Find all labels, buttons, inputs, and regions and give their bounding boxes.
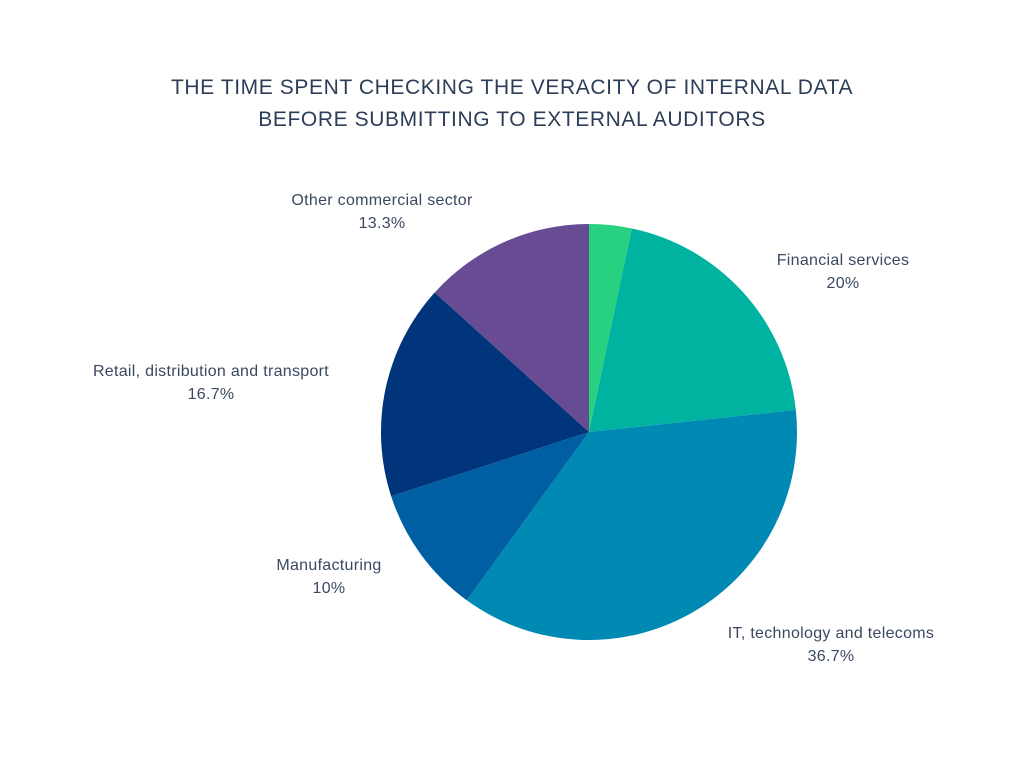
slice-label: IT, technology and telecoms bbox=[728, 625, 934, 642]
slice-value-label: 36.7% bbox=[808, 648, 855, 665]
chart-title-line-1: THE TIME SPENT CHECKING THE VERACITY OF … bbox=[170, 76, 854, 99]
pie-slice-financial-services bbox=[589, 228, 796, 432]
pie-slice-retail-distribution-and-transport bbox=[381, 292, 589, 497]
pie-slice-manufacturing bbox=[391, 432, 589, 601]
pie-slice-unlabeled bbox=[589, 224, 632, 432]
slice-label: Retail, distribution and transport bbox=[93, 363, 329, 380]
pie-labels: Financial services 20% IT, technology and … bbox=[93, 192, 934, 665]
pie-slice-other-commercial-sector bbox=[434, 224, 589, 432]
pie-slices bbox=[381, 224, 797, 641]
chart-title: THE TIME SPENT CHECKING THE VERACITY OF … bbox=[0, 72, 1024, 136]
slice-value-label: 10% bbox=[313, 580, 346, 597]
slice-value-label: 16.7% bbox=[188, 386, 235, 403]
slice-value-label: 13.3% bbox=[359, 215, 406, 232]
slice-value-label: 20% bbox=[827, 275, 860, 292]
slice-label: Financial services bbox=[777, 252, 910, 269]
slice-label: Other commercial sector bbox=[291, 192, 473, 209]
chart-title-line-2: BEFORE SUBMITTING TO EXTERNAL AUDITORS bbox=[258, 108, 766, 131]
slice-label: Manufacturing bbox=[276, 557, 381, 574]
pie-slice-it-technology-and-telecoms bbox=[466, 409, 797, 641]
